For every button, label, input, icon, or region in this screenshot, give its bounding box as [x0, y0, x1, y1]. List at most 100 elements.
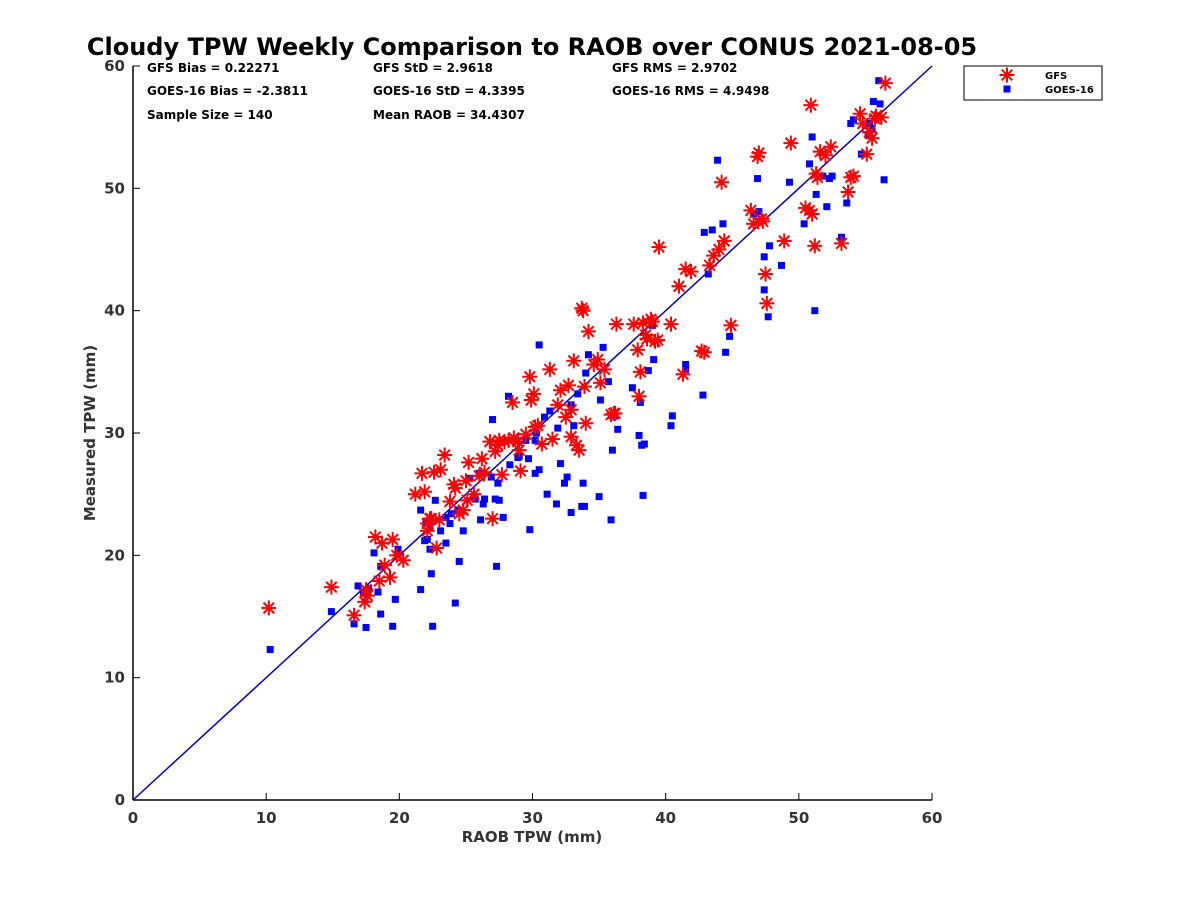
gfs-point: [592, 375, 608, 391]
goes16-point: [599, 343, 607, 351]
gfs-point: [563, 429, 579, 445]
x-ticks: 0 10 20 30 40 50 60: [128, 793, 943, 827]
y-tick-label: 50: [104, 179, 125, 197]
goes16-point: [477, 516, 485, 524]
stat-goes-bias: GOES-16 Bias = -2.3811: [147, 84, 308, 98]
goes16-point: [595, 493, 603, 501]
gfs-point: [683, 264, 699, 280]
gfs-point: [417, 484, 433, 500]
stat-gfs-std: GFS StD = 2.9618: [373, 61, 493, 75]
goes16-point: [567, 509, 575, 517]
goes16-point: [429, 622, 437, 630]
gfs-point: [607, 405, 623, 421]
goes16-point: [350, 620, 358, 628]
gfs-point: [552, 382, 568, 398]
gfs-point: [808, 166, 824, 182]
gfs-point: [346, 607, 362, 623]
goes16-point: [532, 429, 540, 437]
goes16-point: [766, 242, 774, 250]
goes16-point: [700, 228, 708, 236]
goes16-point: [811, 307, 819, 315]
goes16-point: [459, 527, 467, 535]
goes16-point: [466, 474, 474, 482]
goes16-point: [719, 220, 727, 228]
gfs-point: [382, 569, 398, 585]
goes16-point: [847, 119, 855, 127]
gfs-point: [859, 146, 875, 162]
goes16-point: [417, 506, 425, 514]
gfs-point: [544, 431, 560, 447]
goes16-point: [377, 610, 385, 618]
gfs-point: [723, 317, 739, 333]
goes16-point: [499, 513, 507, 521]
goes16-point: [805, 160, 813, 168]
gfs-point: [671, 278, 687, 294]
gfs-point: [807, 238, 823, 254]
goes16-point: [760, 253, 768, 261]
gfs-point: [461, 454, 477, 470]
goes16-point: [391, 595, 399, 603]
legend-box: [963, 65, 1103, 101]
gfs-point: [586, 356, 602, 372]
gfs-point: [501, 432, 517, 448]
stat-sample-size: Sample Size = 140: [147, 108, 273, 122]
stat-mean-raob: Mean RAOB = 34.4307: [373, 108, 525, 122]
goes16-point: [417, 586, 425, 594]
gfs-point: [518, 426, 534, 442]
legend-gfs-asterisk: [999, 67, 1015, 83]
goes16-point: [812, 190, 820, 198]
gfs-point: [323, 579, 339, 595]
x-tick-label: 50: [788, 809, 809, 827]
goes16-point: [526, 526, 534, 534]
gfs-point: [638, 327, 654, 343]
x-tick-label: 60: [922, 809, 943, 827]
gfs-point: [801, 202, 817, 218]
goes16-point: [479, 500, 487, 508]
gfs-point: [527, 419, 543, 435]
y-tick-label: 10: [104, 669, 125, 687]
goes16-point: [726, 332, 734, 340]
gfs-point: [433, 462, 449, 478]
goes16-point: [442, 539, 450, 547]
goes16-point: [389, 622, 397, 630]
gfs-point: [632, 364, 648, 380]
goes16-point: [639, 491, 647, 499]
gfs-point: [510, 434, 526, 450]
goes16-point: [455, 557, 463, 565]
goes16-point: [584, 351, 592, 359]
gfs-point: [608, 316, 624, 332]
gfs-point: [644, 314, 660, 330]
gfs-point: [650, 332, 666, 348]
goes16-point: [578, 502, 586, 510]
goes16-point: [667, 422, 675, 430]
x-tick-label: 0: [128, 809, 138, 827]
goes16-point: [875, 77, 883, 85]
gfs-point: [706, 248, 722, 264]
gfs-point: [694, 343, 710, 359]
gfs-point: [487, 443, 503, 459]
goes16-point: [607, 516, 615, 524]
gfs-point: [377, 557, 393, 573]
gfs-point: [395, 552, 411, 568]
gfs-point: [429, 540, 445, 556]
goes16-point: [556, 460, 564, 468]
gfs-point: [490, 437, 506, 453]
goes16-point: [582, 369, 590, 377]
goes16-point: [596, 396, 604, 404]
gfs-point: [550, 397, 566, 413]
goes16-point: [481, 495, 489, 503]
goes16-point: [808, 133, 816, 141]
goes16-point: [546, 407, 554, 415]
goes16-point: [540, 413, 548, 421]
gfs-point: [414, 465, 430, 481]
gfs-point: [716, 233, 732, 249]
goes16-point: [362, 624, 370, 632]
goes16-point: [487, 473, 495, 481]
gfs-point: [759, 295, 775, 311]
y-tick-label: 40: [104, 302, 125, 320]
goes16-point: [880, 176, 888, 184]
goes16-point: [869, 97, 877, 105]
goes16-point: [495, 496, 503, 504]
x-tick-label: 40: [655, 809, 676, 827]
